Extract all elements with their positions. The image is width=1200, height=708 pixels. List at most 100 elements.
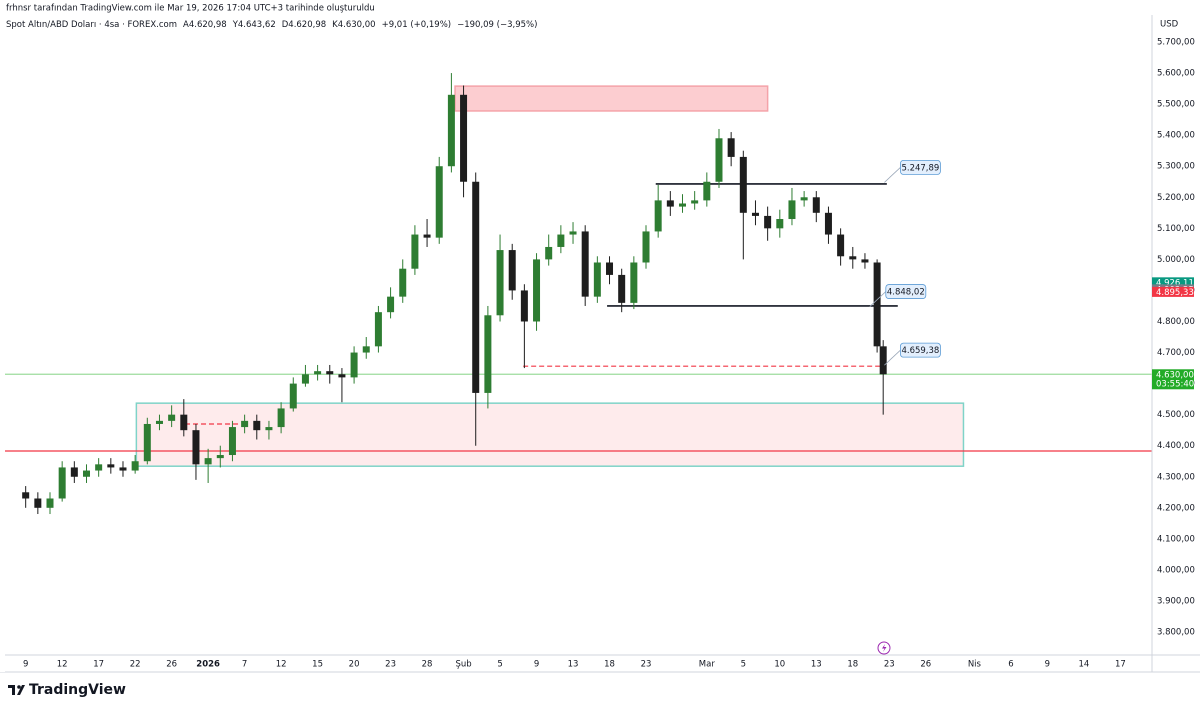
- price-badge-label: 4.926,11: [1156, 278, 1194, 288]
- candle-body: [545, 246, 553, 260]
- legend-value: D4.620,98: [282, 20, 326, 30]
- x-tick-label: 6: [1008, 660, 1013, 670]
- legend-value: A4.620,98: [183, 20, 227, 30]
- legend-value: K4.630,00: [332, 20, 375, 30]
- candle-body: [824, 212, 832, 235]
- candle-body: [849, 256, 857, 260]
- candle-body: [618, 274, 626, 303]
- candle-body: [350, 352, 358, 378]
- y-tick-label: 4.700,00: [1157, 348, 1195, 358]
- x-tick-label: 17: [93, 660, 104, 670]
- candle-body: [472, 181, 480, 393]
- x-tick-label: 10: [774, 660, 785, 670]
- x-tick-label: 18: [847, 660, 858, 670]
- x-tick-label: 22: [130, 660, 141, 670]
- candle-body: [776, 219, 784, 229]
- candle-body: [496, 250, 504, 316]
- candle-body: [581, 231, 589, 297]
- logo-dot: [17, 685, 21, 689]
- y-tick-label: 5.100,00: [1157, 224, 1195, 234]
- callout-label: 4.659,38: [901, 346, 939, 356]
- candle-body: [423, 234, 431, 238]
- x-tick-label: 15: [312, 660, 323, 670]
- x-tick-label: 12: [57, 660, 68, 670]
- alert-icon: [877, 641, 891, 655]
- brand-name: TradingView: [29, 682, 126, 698]
- candle-body: [241, 420, 249, 428]
- candle-body: [119, 467, 127, 471]
- candle-body: [484, 315, 492, 393]
- y-tick-label: 4.000,00: [1157, 565, 1195, 575]
- x-tick-label: 9: [534, 660, 539, 670]
- candle-body: [800, 197, 808, 201]
- x-tick-label: Şub: [455, 660, 471, 670]
- legend-value: Y4.643,62: [232, 20, 276, 30]
- callout-label: 5.247,89: [901, 163, 939, 173]
- candle-body: [95, 464, 103, 471]
- legend: Spot Altın/ABD Doları · 4sa · FOREX.com A…: [6, 20, 537, 30]
- candle-body: [253, 420, 261, 431]
- price-axis-unit: USD: [1160, 20, 1179, 30]
- candle-body: [508, 250, 516, 291]
- zone: [454, 85, 769, 112]
- candle-body: [131, 461, 139, 471]
- price-badge: [1152, 369, 1194, 390]
- y-tick-label: 4.500,00: [1157, 410, 1195, 420]
- candle-body: [435, 166, 443, 238]
- x-tick-label: 7: [242, 660, 247, 670]
- candle-body: [362, 346, 370, 353]
- candle-body: [216, 455, 224, 459]
- candle-body: [228, 427, 236, 456]
- brand-logo: TradingView: [8, 682, 126, 698]
- countdown-label: 03:55:40: [1156, 379, 1194, 389]
- callout-leader: [869, 291, 887, 307]
- legend-value: −190,09 (−3,95%): [457, 20, 537, 30]
- y-tick-label: 4.100,00: [1157, 534, 1195, 544]
- left-edge: [0, 15, 5, 672]
- x-tick-label: 9: [1045, 660, 1050, 670]
- candle-body: [751, 212, 759, 216]
- candle-body: [569, 231, 577, 235]
- symbol-title: Spot Altın/ABD Doları · 4sa · FOREX.com: [6, 20, 177, 30]
- x-tick-label: Mar: [699, 660, 716, 670]
- candle-body: [557, 234, 565, 247]
- candle-body: [837, 234, 845, 257]
- candle-body: [314, 371, 322, 375]
- y-tick-label: 5.400,00: [1157, 131, 1195, 141]
- x-tick-label: 2026: [196, 660, 220, 670]
- candle-body: [22, 492, 30, 499]
- price-badge: [1152, 277, 1194, 288]
- candle-body: [387, 296, 395, 313]
- y-tick-label: 3.900,00: [1157, 596, 1195, 606]
- candle-body: [338, 374, 346, 378]
- candle-body: [593, 262, 601, 297]
- callout-box: [900, 160, 941, 175]
- candle-body: [764, 215, 772, 229]
- candle-body: [447, 94, 455, 167]
- candle-body: [301, 374, 309, 384]
- candle-body: [606, 262, 614, 275]
- x-tick-label: 26: [920, 660, 931, 670]
- callout-label: 4.848,02: [887, 288, 925, 298]
- candle-body: [788, 200, 796, 220]
- callout-box: [885, 284, 927, 299]
- candle-body: [58, 467, 66, 499]
- x-tick-label: 18: [604, 660, 615, 670]
- x-tick-label: 13: [811, 660, 822, 670]
- candle-body: [654, 200, 662, 232]
- candle-body: [411, 234, 419, 269]
- y-tick-label: 5.000,00: [1157, 255, 1195, 265]
- candle-body: [691, 200, 699, 204]
- candle-body: [180, 414, 188, 431]
- candle-body: [460, 94, 468, 182]
- candle-body: [82, 470, 90, 477]
- candle-body: [678, 203, 686, 207]
- logo-mark: [8, 685, 25, 695]
- candle-body: [192, 430, 200, 465]
- x-tick-label: 23: [385, 660, 396, 670]
- y-tick-label: 5.600,00: [1157, 69, 1195, 79]
- x-tick-label: 23: [641, 660, 652, 670]
- candle-body: [289, 383, 297, 409]
- candle-body: [703, 181, 711, 201]
- candle-body: [715, 138, 723, 182]
